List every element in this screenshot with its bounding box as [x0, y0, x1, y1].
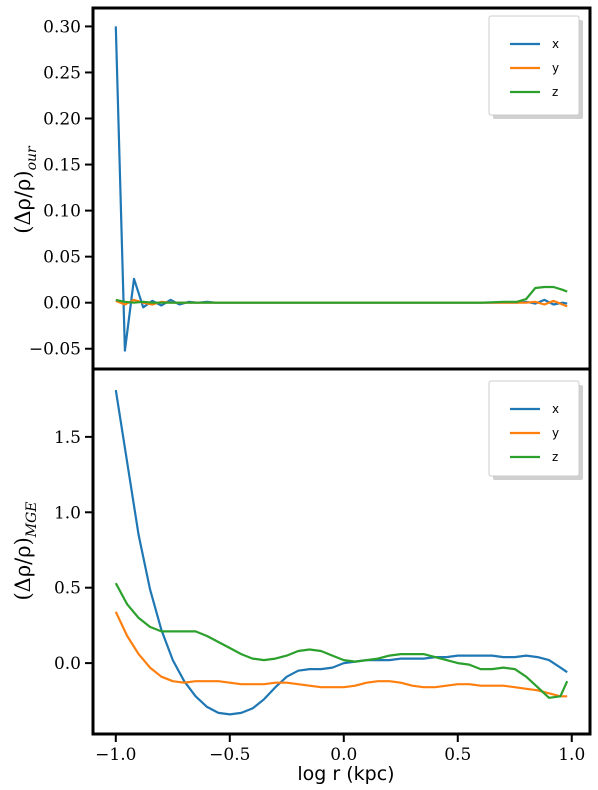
y-tick-label: −0.05: [29, 340, 81, 360]
y-tick-label: 0.15: [43, 156, 81, 176]
bottom-y-axis-label: (Δρ/ρ)MGE: [11, 501, 40, 600]
top-y-axis-label: (Δρ/ρ)our: [11, 145, 40, 234]
bottom-panel: 0.00.51.01.5−1.0 −0.5 0.0 0.5 1.0 (Δρ/ρ)MGE …: [11, 367, 592, 785]
legend-label-z: z: [552, 450, 558, 464]
top-legend-box: [488, 15, 580, 116]
x-tick-label: −1.0: [95, 745, 136, 765]
x-tick-label: 0.0: [330, 745, 357, 765]
y-tick-label: 1.0: [54, 503, 81, 523]
legend-label-x: x: [552, 37, 559, 51]
bottom-plot-frame: [91, 367, 592, 736]
y-tick-label: 0.00: [43, 294, 81, 314]
legend-label-z: z: [552, 85, 558, 99]
series-line-z: [114, 582, 569, 699]
bottom-legend: xyz: [488, 380, 583, 480]
bottom-legend-box: [488, 380, 580, 477]
series-line-z: [115, 285, 568, 304]
y-tick-label: 0.25: [43, 63, 81, 83]
y-tick-label: 1.5: [54, 428, 81, 448]
legend-label-y: y: [552, 61, 559, 75]
legend-label-x: x: [552, 402, 559, 416]
x-axis-label: log r (kpc): [297, 763, 394, 785]
legend-label-y: y: [552, 426, 559, 440]
x-tick-label: 0.5: [444, 745, 471, 765]
x-tick-label: −0.5: [209, 745, 250, 765]
y-tick-label: 0.05: [43, 248, 81, 268]
y-tick-label: 0.20: [43, 110, 81, 130]
y-tick-label: 0.10: [43, 202, 81, 222]
series-line-x: [114, 389, 568, 716]
y-tick-label: 0.0: [54, 654, 81, 674]
top-legend: xyz: [488, 15, 583, 119]
y-tick-label: 0.5: [54, 579, 81, 599]
series-line-y: [114, 611, 568, 698]
top-panel: −0.05 0.00 0.05 0.10 0.15 0.20 0.25 0.30 (Δρ/ρ)…: [11, 6, 592, 371]
x-tick-label: 1.0: [558, 745, 585, 765]
y-tick-label: 0.30: [43, 17, 81, 37]
